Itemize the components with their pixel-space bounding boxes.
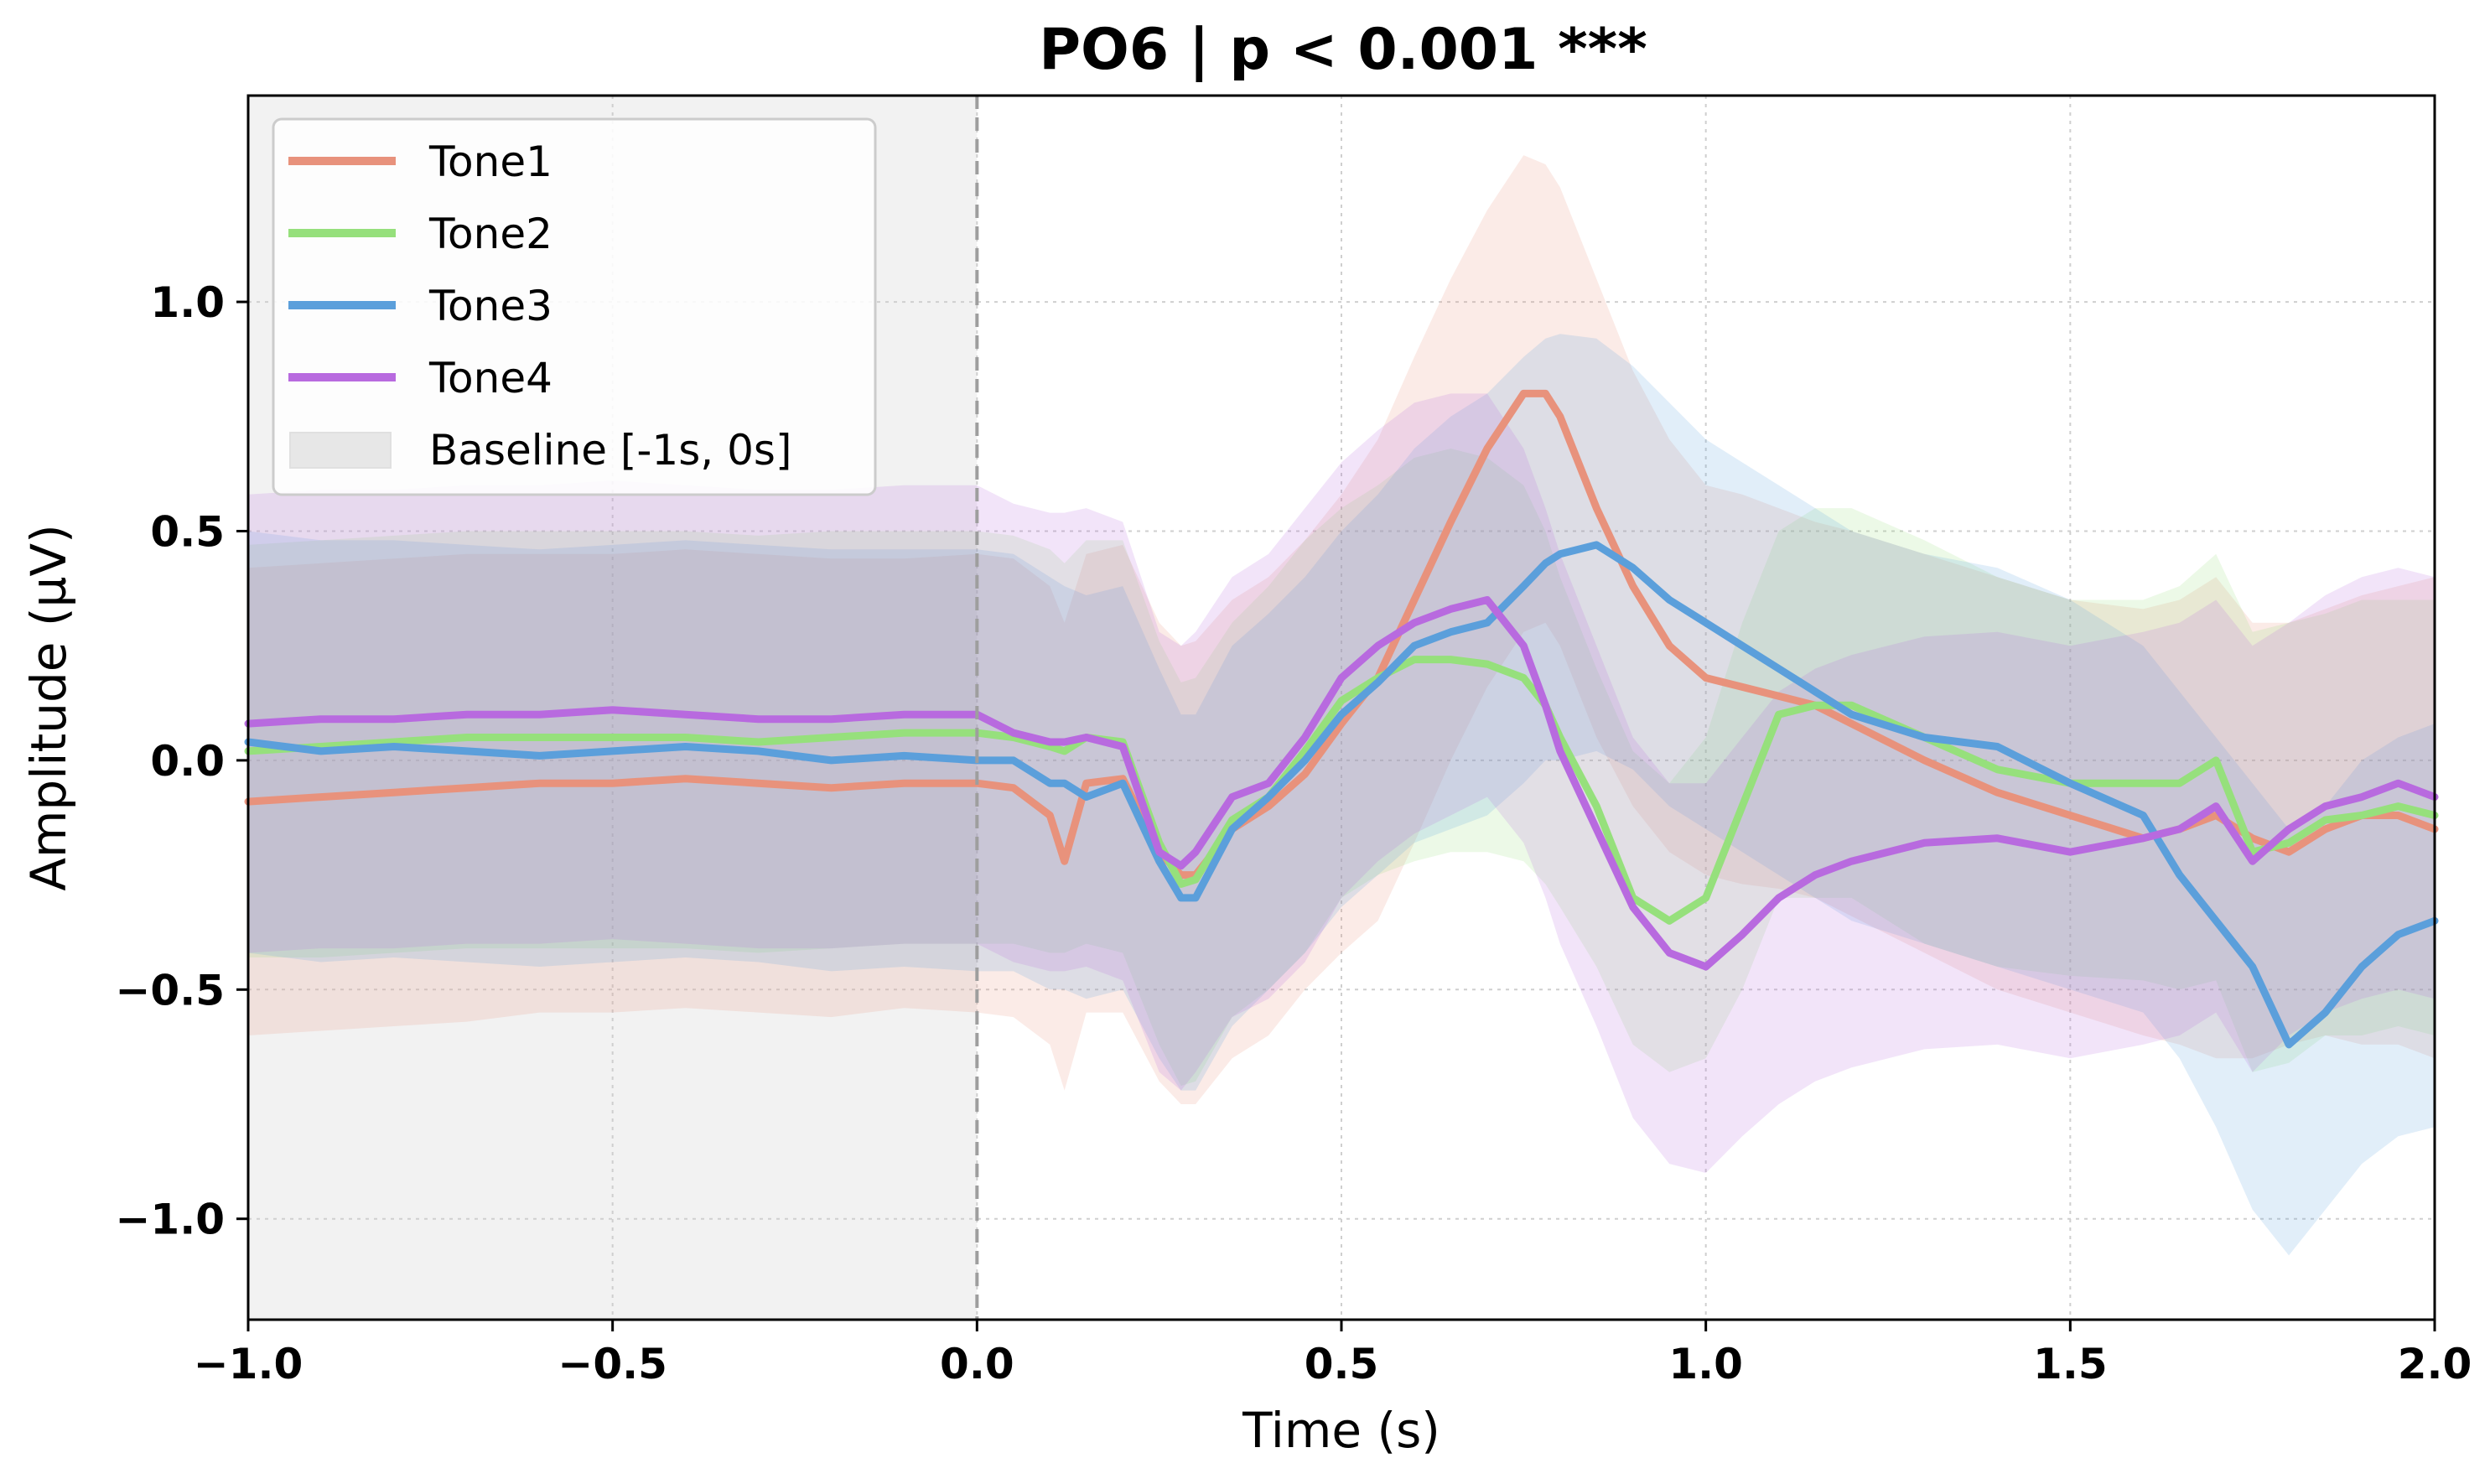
legend-swatch-baseline — [289, 432, 392, 469]
y-tick-label-1: −0.5 — [116, 966, 225, 1014]
y-tick-label-3: 0.5 — [150, 507, 225, 556]
x-tick-label-2: 0.0 — [940, 1340, 1014, 1388]
x-tick-label-1: −0.5 — [558, 1340, 667, 1388]
y-tick-label-2: 0.0 — [150, 737, 225, 786]
x-tick-label-6: 2.0 — [2398, 1340, 2472, 1388]
legend-label-baseline: Baseline [-1s, 0s] — [429, 426, 791, 475]
y-tick-label-4: 1.0 — [150, 278, 225, 327]
x-tick-label-0: −1.0 — [194, 1340, 303, 1388]
legend-label-tone1: Tone1 — [428, 138, 552, 186]
tone3-line — [244, 541, 2439, 1049]
x-tick-label-5: 1.5 — [2033, 1340, 2108, 1388]
tone1-confidence-band — [248, 155, 2435, 1105]
tone2-confidence-band — [248, 449, 2435, 1087]
tone4-line — [244, 596, 2439, 971]
x-tick-label-4: 1.0 — [1668, 1340, 1743, 1388]
x-axis-label: Time (s) — [1242, 1402, 1440, 1459]
tone1-line — [244, 389, 2439, 880]
y-axis-label: Amplitude (µV) — [20, 524, 77, 891]
series-lines — [244, 389, 2439, 1049]
y-axis-ticks: −1.0 −0.5 0.0 0.5 1.0 — [116, 278, 248, 1244]
legend-label-tone3: Tone3 — [428, 282, 552, 330]
legend-items: Tone1 Tone2 Tone3 Tone4 Baseline [-1s, 0s] — [288, 138, 791, 475]
y-tick-label-0: −1.0 — [116, 1196, 225, 1244]
confidence-bands — [248, 155, 2435, 1256]
legend-box — [272, 117, 877, 496]
tone3-confidence-band — [248, 334, 2435, 1256]
x-axis-ticks: −1.0 −0.5 0.0 0.5 1.0 1.5 2.0 — [194, 1320, 2472, 1388]
chart-title: PO6 | p < 0.001 *** — [1039, 17, 1647, 83]
legend-label-tone4: Tone4 — [428, 354, 552, 402]
legend-label-tone2: Tone2 — [428, 210, 552, 258]
tone2-line — [244, 656, 2439, 925]
x-tick-label-3: 0.5 — [1305, 1340, 1379, 1388]
legend: Tone1 Tone2 Tone3 Tone4 Baseline [-1s, 0s] — [272, 117, 877, 496]
tone4-confidence-band — [248, 393, 2435, 1173]
